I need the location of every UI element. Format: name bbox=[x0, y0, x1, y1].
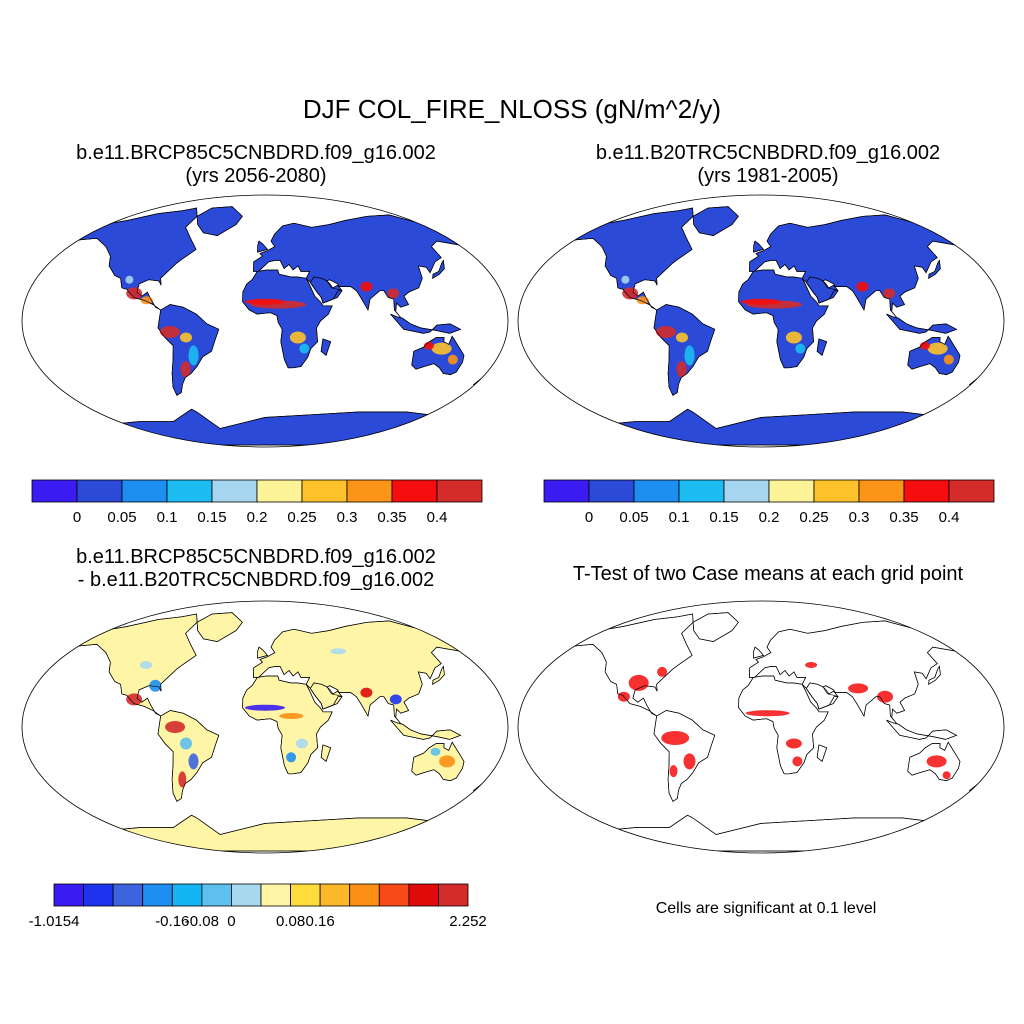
colorbar-historical-label: 0.05 bbox=[619, 509, 648, 526]
colorbar-future-swatch bbox=[391, 479, 438, 503]
colorbar-future: 0 0.05 0.1 0.15 0.2 0.25 0.3 0.35 0.4 bbox=[31, 479, 483, 526]
panel3-title: b.e11.BRCP85C5CNBDRD.f09_g16.002 - b.e11… bbox=[16, 546, 496, 592]
colorbar-difference-label: 0.16 bbox=[305, 913, 334, 930]
colorbar-historical-swatch bbox=[768, 479, 815, 503]
colorbar-difference-swatch bbox=[112, 883, 144, 907]
panel4-title: T-Test of two Case means at each grid po… bbox=[572, 563, 964, 585]
colorbar-historical-label: 0.2 bbox=[759, 509, 780, 526]
colorbar-future-label: 0.05 bbox=[107, 509, 136, 526]
colorbar-difference-swatch bbox=[349, 883, 380, 907]
colorbar-difference-swatch bbox=[290, 883, 321, 907]
colorbar-future-swatch bbox=[301, 479, 348, 503]
colorbar-future-label: 0.3 bbox=[337, 509, 358, 526]
colorbar-historical-swatch bbox=[858, 479, 905, 503]
colorbar-difference-swatch bbox=[378, 883, 410, 907]
colorbar-historical-label: 0.15 bbox=[709, 509, 738, 526]
colorbar-future-swatch bbox=[256, 479, 303, 503]
colorbar-historical-swatch bbox=[813, 479, 860, 503]
colorbar-historical-swatch bbox=[903, 479, 950, 503]
map-panel-ttest bbox=[517, 600, 1005, 854]
colorbar-future-label: 0.2 bbox=[247, 509, 268, 526]
colorbar-historical-label: 0.35 bbox=[889, 509, 918, 526]
colorbar-difference: -1.0154 -0.16-0.08 0 0.08 0.16 2.252 bbox=[29, 883, 487, 930]
panel3-title-line2: - b.e11.B20TRC5CNBDRD.f09_g16.002 bbox=[77, 569, 435, 591]
colorbar-difference-label: 0.08 bbox=[276, 913, 305, 930]
colorbar-historical-label: 0.3 bbox=[849, 509, 870, 526]
significance-note: Cells are significant at 0.1 level bbox=[655, 900, 877, 917]
colorbar-difference-swatch bbox=[171, 883, 203, 907]
panel1-title-line1: b.e11.BRCP85C5CNBDRD.f09_g16.002 bbox=[76, 142, 436, 164]
colorbar-historical: 0 0.05 0.1 0.15 0.2 0.25 0.3 0.35 0.4 bbox=[543, 479, 995, 526]
colorbar-difference-label: 0 bbox=[227, 913, 235, 930]
colorbar-difference-swatch bbox=[230, 883, 262, 907]
colorbar-difference-swatch bbox=[260, 883, 292, 907]
colorbar-difference-label: -1.0154 bbox=[29, 913, 80, 930]
colorbar-difference-swatch bbox=[83, 883, 114, 907]
panel1-title-line2: (yrs 2056-2080) bbox=[185, 165, 327, 187]
colorbar-future-swatch bbox=[436, 479, 483, 503]
map-panel-historical bbox=[517, 194, 1005, 448]
colorbar-future-label: 0.1 bbox=[157, 509, 178, 526]
colorbar-future-label: 0.25 bbox=[287, 509, 316, 526]
colorbar-difference-label: -0.08 bbox=[185, 913, 219, 930]
panel1-title: b.e11.BRCP85C5CNBDRD.f09_g16.002 (yrs 20… bbox=[16, 142, 496, 188]
colorbar-future-label: 0.4 bbox=[427, 509, 448, 526]
panel2-title: b.e11.B20TRC5CNBDRD.f09_g16.002 (yrs 198… bbox=[528, 142, 1008, 188]
colorbar-historical-label: 0.4 bbox=[939, 509, 960, 526]
colorbar-future-label: 0.15 bbox=[197, 509, 226, 526]
colorbar-historical-label: 0.25 bbox=[799, 509, 828, 526]
map-panel-difference bbox=[21, 600, 509, 854]
colorbar-historical-swatch bbox=[678, 479, 725, 503]
map-panel-future bbox=[21, 194, 509, 448]
colorbar-difference-label: -0.16 bbox=[155, 913, 189, 930]
colorbar-difference-swatch bbox=[142, 883, 173, 907]
colorbar-future-label: 0 bbox=[73, 509, 81, 526]
colorbar-difference-swatch bbox=[201, 883, 232, 907]
colorbar-historical-swatch bbox=[633, 479, 680, 503]
colorbar-future-swatch bbox=[31, 479, 78, 503]
colorbar-difference-swatch bbox=[53, 883, 85, 907]
colorbar-difference-swatch bbox=[319, 883, 351, 907]
colorbar-historical-swatch bbox=[948, 479, 995, 503]
colorbar-future-swatch bbox=[76, 479, 123, 503]
colorbar-historical-label: 0.1 bbox=[669, 509, 690, 526]
colorbar-historical-swatch bbox=[543, 479, 590, 503]
colorbar-difference-swatch bbox=[408, 883, 439, 907]
colorbar-historical-swatch bbox=[588, 479, 635, 503]
colorbar-future-swatch bbox=[121, 479, 168, 503]
panel3-title-line1: b.e11.BRCP85C5CNBDRD.f09_g16.002 bbox=[76, 546, 436, 568]
colorbar-future-label: 0.35 bbox=[377, 509, 406, 526]
colorbar-future-swatch bbox=[346, 479, 393, 503]
colorbar-historical-swatch bbox=[723, 479, 770, 503]
colorbar-historical-label: 0 bbox=[585, 509, 593, 526]
figure-title: DJF COL_FIRE_NLOSS (gN/m^2/y) bbox=[302, 94, 722, 124]
colorbar-difference-label: 2.252 bbox=[449, 913, 487, 930]
panel2-title-line2: (yrs 1981-2005) bbox=[697, 165, 839, 187]
colorbar-future-swatch bbox=[211, 479, 258, 503]
colorbar-difference-swatch bbox=[437, 883, 469, 907]
panel2-title-line1: b.e11.B20TRC5CNBDRD.f09_g16.002 bbox=[595, 142, 941, 164]
colorbar-future-swatch bbox=[166, 479, 213, 503]
